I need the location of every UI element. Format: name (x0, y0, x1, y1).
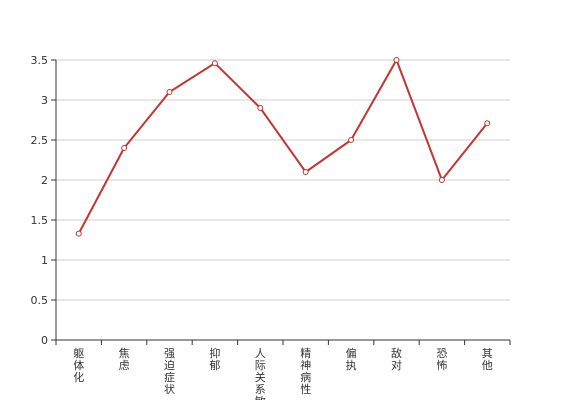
y-tick-label: 0 (41, 334, 48, 347)
data-point (257, 105, 264, 111)
data-point (348, 137, 355, 143)
data-point (166, 89, 173, 95)
x-tick-label: 焦虑 (119, 347, 130, 372)
y-tick-label: 0.5 (31, 294, 49, 307)
series-lines (77, 59, 489, 235)
y-tick-labels: 0 0.5 1 1.5 2 2.5 3 3.5 (31, 54, 49, 347)
x-tick-label: 敌对 (391, 346, 402, 372)
y-tick-label: 3.5 (31, 54, 49, 67)
x-tick-label: 躯体化 (73, 347, 84, 384)
x-tick-label: 精神病性 (300, 347, 311, 396)
data-point (302, 169, 309, 175)
y-tick-label: 1.5 (31, 214, 49, 227)
data-point (121, 145, 128, 151)
data-point (393, 57, 400, 63)
axes (51, 59, 511, 345)
x-tick-label: 偏执 (346, 346, 357, 372)
x-tick-label: 人际关系敏感 (255, 347, 266, 400)
data-point (484, 120, 491, 127)
x-tick-label: 其他 (482, 347, 493, 372)
x-tick-labels: 躯体化 焦虑 强迫症状 抑郁 人际关系敏感 精神病性 偏执 敌对 恐怖 其他 (73, 346, 493, 404)
data-point (75, 230, 82, 237)
series-line (77, 59, 489, 235)
y-tick-label: 2 (41, 174, 48, 187)
x-tick-label: 强迫症状 (164, 347, 175, 396)
data-point (438, 177, 445, 183)
y-tick-label: 1 (41, 254, 48, 267)
data-points (75, 57, 491, 237)
y-tick-label: 3 (41, 94, 48, 107)
x-tick-label: 抑郁 (209, 346, 220, 372)
x-tick-label: 恐怖 (436, 347, 447, 372)
data-point (211, 60, 218, 67)
y-tick-label: 2.5 (31, 134, 49, 147)
